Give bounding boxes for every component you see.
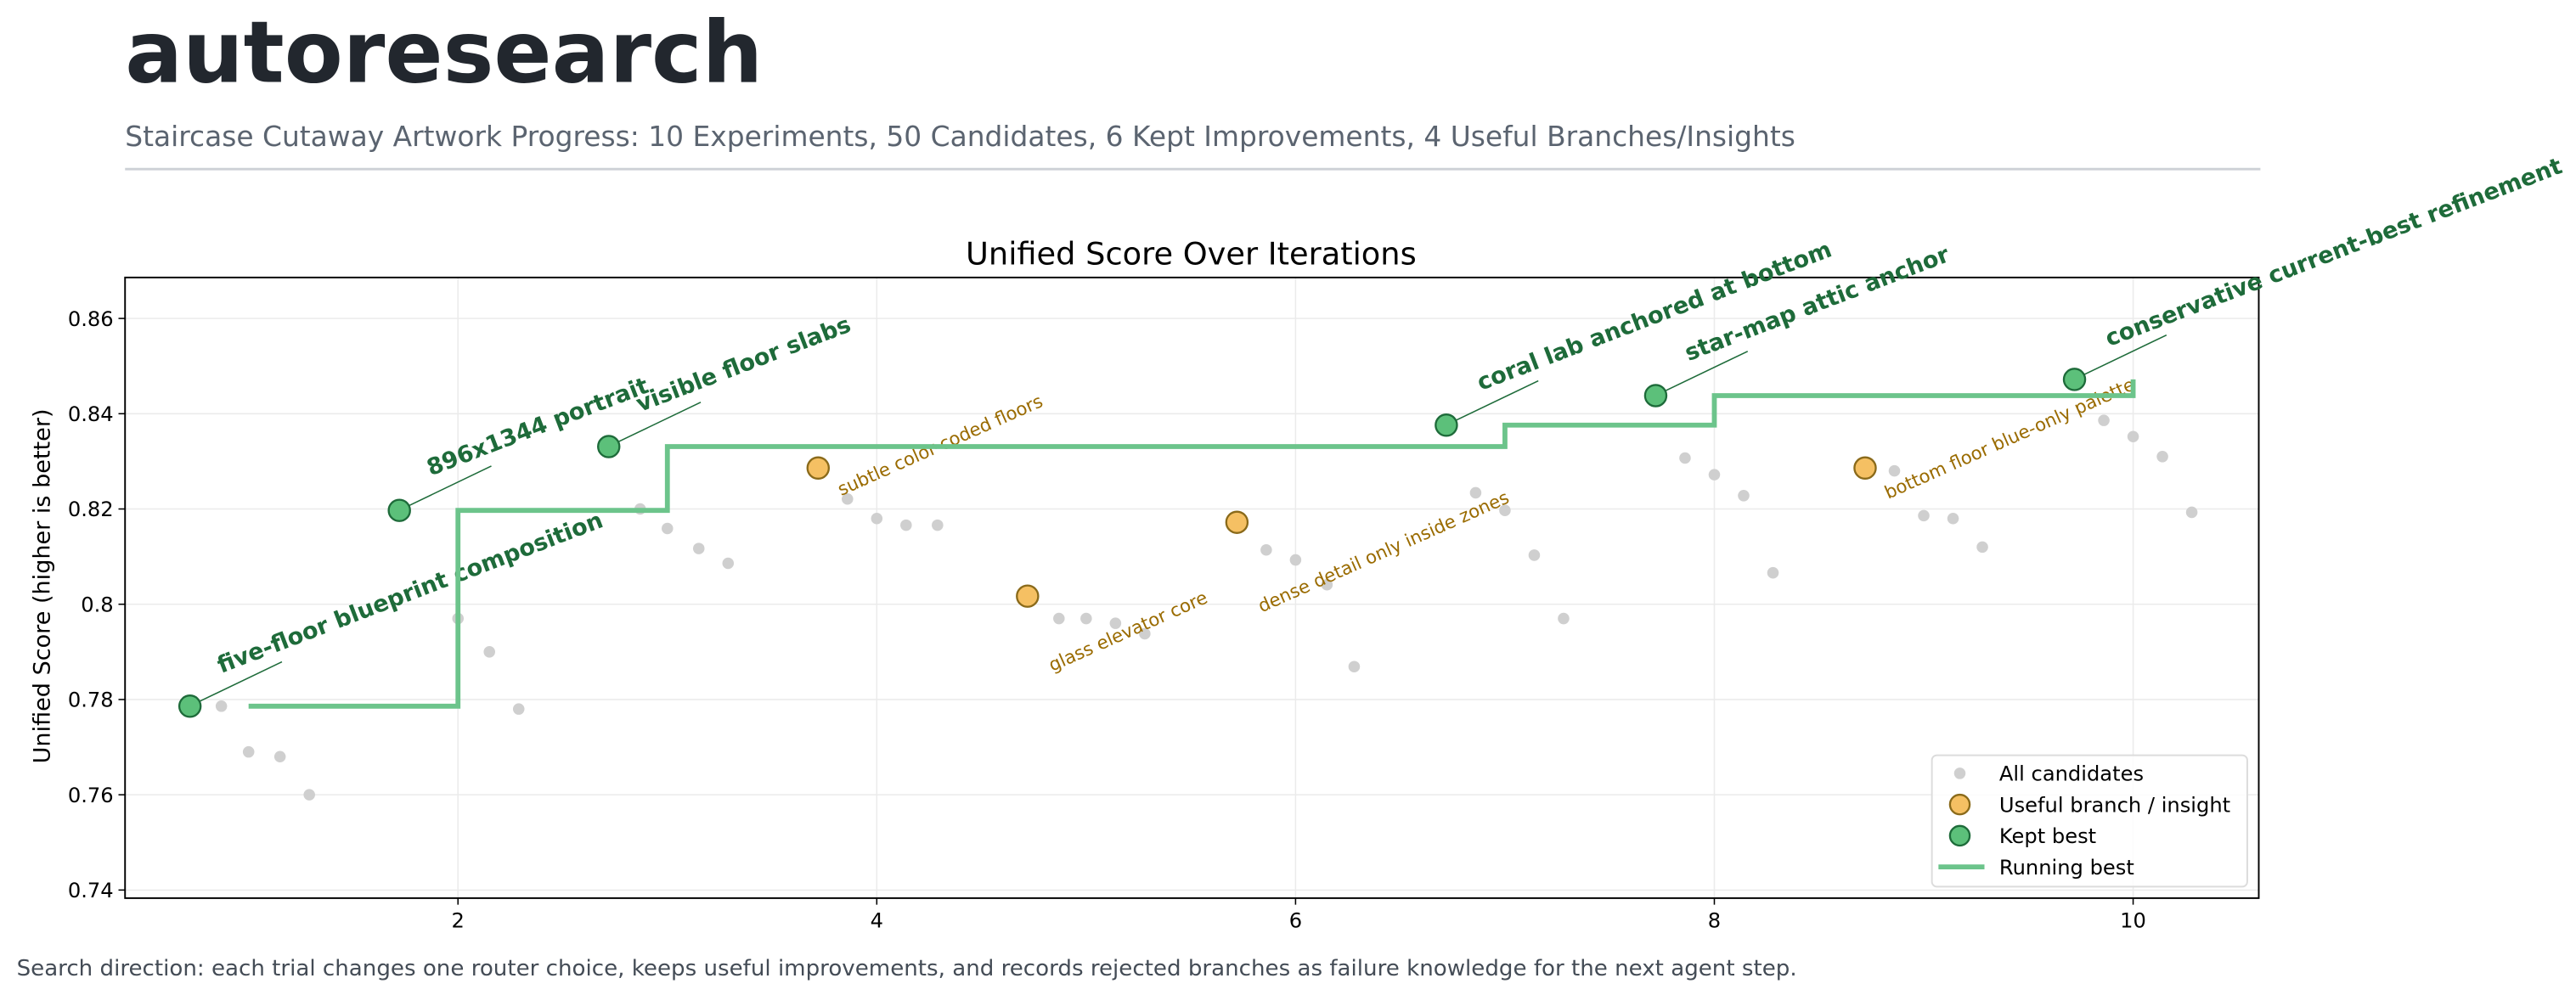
- annotation: conservative current-best refinement: [2102, 153, 2566, 351]
- candidate-point: [842, 492, 854, 505]
- candidate-point: [1976, 541, 1988, 554]
- highlight-point: [2062, 368, 2087, 391]
- candidate-point: [1679, 452, 1691, 464]
- candidate-point: [1109, 617, 1122, 629]
- candidate-point: [1708, 469, 1721, 481]
- candidate-point: [662, 522, 674, 535]
- x-tick-label: 6: [1289, 909, 1302, 933]
- subtitle: Staircase Cutaway Artwork Progress: 10 E…: [125, 120, 1795, 153]
- candidate-point: [1289, 554, 1302, 566]
- legend-swatch: [1953, 767, 1966, 779]
- candidate-point: [512, 703, 525, 715]
- page-title: autoresearch: [125, 3, 763, 103]
- candidate-point: [900, 519, 912, 531]
- annotation: dense detail only inside zones: [1255, 487, 1513, 617]
- candidate-point: [1558, 612, 1570, 625]
- y-tick-label: 0.82: [68, 498, 114, 521]
- x-tick-label: 4: [871, 909, 883, 933]
- candidate-point: [483, 646, 495, 658]
- legend-label: Useful branch / insight: [1999, 793, 2230, 817]
- candidate-point: [1321, 578, 1333, 591]
- candidate-point: [1738, 490, 1750, 502]
- candidate-point: [692, 542, 705, 554]
- candidate-point: [303, 789, 315, 801]
- highlight-point: [1853, 456, 1877, 480]
- candidate-point: [1080, 612, 1092, 625]
- candidate-point: [2185, 506, 2198, 519]
- highlight-point: [806, 456, 831, 480]
- candidate-point: [1053, 612, 1065, 625]
- x-tick-label: 2: [452, 909, 465, 933]
- candidate-point: [1348, 661, 1361, 672]
- candidate-point: [1469, 486, 1482, 499]
- candidate-point: [2127, 430, 2139, 443]
- annotation: glass elevator core: [1046, 587, 1211, 677]
- annotation: five-floor blueprint composition: [214, 507, 606, 678]
- candidate-point: [722, 557, 735, 570]
- candidate-point: [273, 750, 286, 763]
- annotation-connector: [1665, 351, 1749, 391]
- candidate-point: [1918, 509, 1930, 522]
- y-tick-label: 0.8: [81, 593, 113, 616]
- candidate-point: [871, 512, 883, 525]
- legend-label: Running best: [1999, 856, 2134, 880]
- annotation-connector: [618, 402, 702, 442]
- highlight-point: [387, 498, 411, 522]
- annotation: visible floor slabs: [633, 312, 854, 418]
- chart-title: Unified Score Over Iterations: [966, 235, 1417, 272]
- annotation-connector: [409, 465, 492, 507]
- y-tick-label: 0.74: [68, 879, 114, 902]
- candidate-point: [1260, 543, 1272, 556]
- highlight-point: [1435, 413, 1458, 437]
- candidate-point: [2156, 451, 2168, 463]
- candidate-point: [242, 745, 255, 758]
- running-best-line: [248, 379, 2136, 709]
- annotation-connector: [199, 661, 283, 702]
- x-tick-label: 10: [2120, 909, 2146, 933]
- candidate-point: [1499, 504, 1511, 516]
- legend-box: [1931, 754, 2248, 888]
- annotation-connector: [2083, 334, 2167, 375]
- legend-swatch: [1948, 824, 1971, 847]
- legend-swatch: [1948, 793, 1971, 816]
- candidate-point: [2098, 414, 2110, 426]
- legend-label: Kept best: [1999, 824, 2096, 848]
- highlight-point: [1225, 510, 1249, 534]
- candidate-point: [1767, 566, 1779, 579]
- y-tick-label: 0.76: [68, 784, 114, 807]
- highlight-point: [597, 435, 621, 458]
- y-tick-label: 0.78: [68, 689, 114, 712]
- y-tick-label: 0.86: [68, 307, 114, 331]
- x-tick-label: 8: [1708, 909, 1721, 933]
- highlight-point: [1643, 384, 1668, 408]
- candidate-point: [1888, 464, 1901, 477]
- candidate-point: [932, 519, 944, 531]
- highlight-point: [1016, 584, 1040, 608]
- candidate-point: [1528, 549, 1541, 561]
- footer: Search direction: each trial changes one…: [17, 956, 1797, 981]
- plot-frame: [124, 276, 2260, 899]
- annotation-connector: [1456, 379, 1539, 421]
- candidate-point: [1947, 512, 1959, 525]
- highlight-point: [178, 694, 202, 718]
- y-axis-label: Unified Score (higher is better): [29, 408, 55, 763]
- y-tick-label: 0.84: [68, 402, 114, 426]
- legend-label: All candidates: [1999, 762, 2144, 786]
- candidate-point: [215, 700, 228, 712]
- candidate-point: [1139, 627, 1151, 640]
